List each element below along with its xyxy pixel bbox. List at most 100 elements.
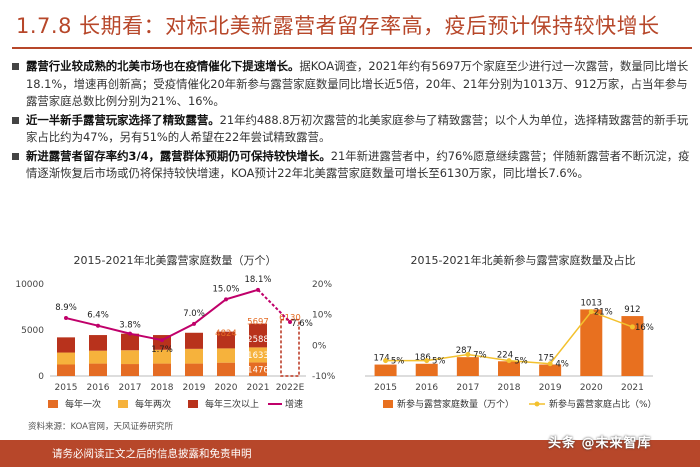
bullet-text: 据KOA调查，2021年约有5697万个家庭至少进行过一次露营，数量同比增长18…: [26, 59, 689, 108]
left-bar-segment: [217, 331, 235, 349]
watermark: 头条 @未来智库: [548, 436, 652, 451]
left-x-tick: 2022E: [276, 383, 305, 393]
left-bar-segment: [217, 348, 235, 363]
left-x-tick: 2016: [87, 383, 110, 393]
right-share-point: [506, 358, 512, 364]
left-bar-segment: [121, 364, 139, 376]
left-x-tick: 2018: [151, 383, 174, 393]
right-bar: [415, 363, 438, 376]
left-bar-segment: [249, 323, 267, 348]
right-chart-line: 5% 5% 7% 5% 4% 21% 16%: [383, 308, 654, 370]
right-bar-label: 186: [415, 353, 431, 363]
left-x-tick: 2019: [183, 383, 206, 393]
left-growth-point: [224, 297, 228, 302]
left-growth-label: 8.9%: [55, 303, 77, 313]
left-y-tick: 0: [38, 372, 44, 382]
right-legend-marker: [534, 401, 540, 407]
right-x-tick: 2020: [580, 383, 603, 393]
right-x-tick: 2019: [539, 383, 562, 393]
left-y-tick: 10000: [15, 280, 44, 290]
left-chart-legend: 每年一次 每年两次 每年三次以上 增速: [48, 398, 303, 410]
right-share-label: 16%: [635, 323, 654, 333]
right-share-point: [588, 309, 594, 315]
left-bar-segment: [121, 333, 139, 351]
right-bar: [580, 309, 603, 376]
right-bar: [456, 357, 479, 376]
left-chart-title: 2015-2021年北美露营家庭数量（万个）: [74, 253, 277, 267]
right-share-point: [424, 358, 430, 364]
right-chart-axes: 2015 2016 2017 2018 2019 2020 2021: [365, 375, 653, 393]
left-bar-segment: [153, 349, 171, 364]
right-share-label: 21%: [594, 308, 613, 318]
left-bar-segment: [217, 362, 235, 376]
bullet-item: 新进露营者留存率约3/4，露营群体预期仍可保持较快增长。21年新进露营者中，约7…: [12, 148, 692, 183]
left-y2-tick: 10%: [312, 311, 332, 321]
right-chart-legend: 新参与露营家庭数量（万个） 新参与露营家庭占比（%）: [383, 398, 657, 410]
right-share-label: 5%: [514, 357, 528, 367]
left-legend-swatch: [118, 400, 128, 408]
right-bar-label: 287: [456, 346, 472, 356]
right-x-tick: 2021: [621, 383, 644, 393]
bullet-lead: 近一半新手露营玩家选择了精致露营。: [26, 112, 220, 127]
left-bar-segment: [57, 364, 75, 376]
left-legend-swatch: [48, 400, 58, 408]
left-y2-tick: 0%: [312, 341, 327, 351]
right-bar-label: 175: [538, 354, 554, 364]
left-bar-segment: [57, 337, 75, 353]
left-legend-label: 增速: [285, 398, 303, 410]
left-forecast-bar: [280, 318, 300, 377]
left-growth-forecast-line: [257, 289, 291, 323]
right-share-point: [383, 358, 389, 364]
right-share-label: 5%: [391, 357, 405, 367]
right-share-label: 7%: [473, 351, 487, 361]
bullet-lead: 露营行业较成熟的北美市场也在疫情催化下提速增长。: [26, 59, 300, 73]
left-bar-segment: [185, 332, 203, 349]
left-bar-segment: [185, 348, 203, 364]
bullet-square-icon: [12, 152, 19, 160]
right-legend-label: 新参与露营家庭数量（万个）: [397, 398, 514, 410]
left-growth-label: 7.0%: [183, 309, 205, 319]
right-bar-label: 174: [373, 354, 389, 364]
left-bar-label: 4824: [215, 329, 237, 339]
source-note: 资料来源：KOA官网，天风证券研究所: [28, 422, 173, 432]
right-bar: [374, 364, 397, 376]
right-share-point: [547, 361, 553, 367]
left-bar-label: 2588: [247, 335, 269, 345]
right-bar: [621, 316, 644, 376]
right-chart-title: 2015-2021年北美新参与露营家庭数量及占比: [411, 253, 636, 267]
left-growth-point: [96, 323, 100, 328]
left-legend-swatch: [188, 400, 198, 408]
right-chart: 2015-2021年北美新参与露营家庭数量及占比 2015 2016 2017 201…: [365, 253, 657, 410]
bullet-square-icon: [12, 63, 19, 70]
right-bar-label: 224: [497, 350, 513, 360]
left-growth-label: 18.1%: [244, 275, 271, 285]
left-bar-segment: [89, 335, 107, 351]
right-legend-label: 新参与露营家庭占比（%）: [549, 398, 657, 410]
bullet-lead: 新进露营者留存率约3/4，露营群体预期仍可保持较快增长。: [26, 148, 331, 163]
left-growth-point: [288, 320, 292, 325]
left-bar-segment: [121, 350, 139, 365]
left-bar-segment: [249, 347, 267, 363]
left-growth-label: 6.4%: [87, 311, 109, 321]
left-x-tick: 2015: [55, 383, 78, 393]
title-divider: [12, 47, 692, 49]
right-x-tick: 2016: [415, 383, 438, 393]
left-bar-label: 1633: [247, 351, 269, 361]
footer-disclaimer: 请务必阅读正文之后的信息披露和免责申明: [52, 448, 252, 460]
left-chart-bars: 4824 5697 6130 2588 1633 1476: [57, 313, 301, 377]
footer-bar: [0, 440, 700, 467]
left-growth-point: [128, 331, 132, 336]
left-chart-axes: 0 5000 10000 -10% 0% 10% 20% 2015 2016 2017 2018 20…: [15, 280, 335, 393]
left-x-tick: 2017: [119, 383, 142, 393]
left-y-tick: 5000: [21, 326, 44, 336]
bullet-item: 露营行业较成熟的北美市场也在疫情催化下提速增长。据KOA调查，2021年约有56…: [12, 58, 692, 111]
right-bar: [498, 361, 520, 376]
left-legend-label: 每年两次: [135, 398, 171, 410]
left-growth-label: 15.0%: [212, 284, 239, 294]
left-x-tick: 2020: [215, 383, 238, 393]
right-share-label: 5%: [432, 357, 446, 367]
left-bar-label: 6130: [279, 313, 301, 323]
bullet-square-icon: [12, 116, 19, 124]
bullet-text: 21年约488.8万初次露营的北美家庭参与了精致露营；以个人为单位，选择精致露营…: [26, 112, 689, 145]
right-x-tick: 2017: [456, 383, 479, 393]
